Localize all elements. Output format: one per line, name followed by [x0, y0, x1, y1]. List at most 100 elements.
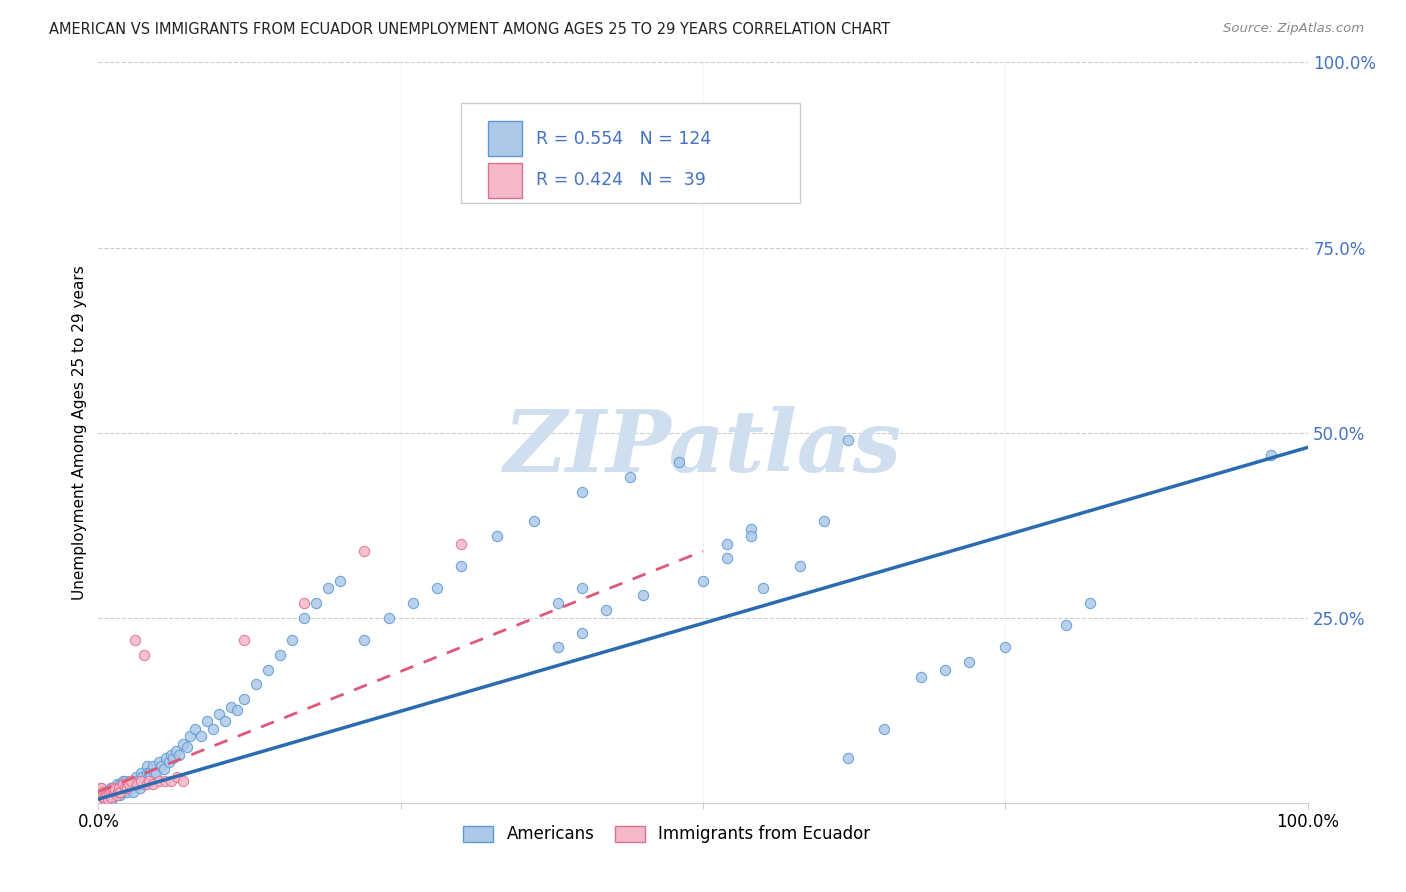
Point [96, 792, 118, 806]
Point [117, 780, 139, 795]
Point [111, 785, 134, 799]
Point [111, 773, 134, 788]
Point [128, 780, 150, 795]
Point [813, 515, 835, 529]
Point [101, 787, 124, 801]
Point [934, 663, 956, 677]
Point [353, 544, 375, 558]
Point [127, 777, 149, 791]
Point [100, 780, 122, 795]
Point [90, 780, 112, 795]
Point [166, 770, 188, 784]
Y-axis label: Unemployment Among Ages 25 to 29 years: Unemployment Among Ages 25 to 29 years [72, 265, 87, 600]
Point [93, 792, 115, 806]
Point [202, 722, 225, 736]
Point [172, 737, 194, 751]
Point [108, 780, 131, 795]
Point [155, 751, 177, 765]
Point [716, 536, 738, 550]
Point [124, 632, 146, 647]
Point [426, 581, 449, 595]
Point [195, 714, 218, 729]
Point [135, 766, 157, 780]
Point [523, 515, 546, 529]
Point [100, 789, 122, 804]
Point [108, 785, 131, 799]
Point [100, 785, 122, 799]
Text: ZIPatlas: ZIPatlas [503, 406, 903, 489]
Point [176, 740, 198, 755]
Point [148, 773, 170, 788]
Point [124, 777, 146, 791]
Point [103, 785, 125, 799]
Point [232, 632, 254, 647]
Point [138, 766, 160, 780]
Point [100, 789, 122, 803]
Point [111, 777, 134, 791]
Point [98, 787, 121, 801]
Point [142, 758, 165, 772]
Point [135, 758, 157, 772]
Point [114, 780, 136, 795]
Point [114, 773, 136, 788]
Point [169, 747, 191, 762]
Point [111, 777, 134, 791]
Point [152, 763, 174, 777]
Point [93, 792, 115, 806]
Point [329, 574, 352, 588]
Point [353, 632, 375, 647]
Point [160, 747, 183, 762]
Point [716, 551, 738, 566]
Point [100, 780, 122, 795]
Point [292, 610, 315, 624]
Point [1260, 448, 1282, 462]
Point [789, 558, 811, 573]
Point [93, 789, 115, 803]
Text: AMERICAN VS IMMIGRANTS FROM ECUADOR UNEMPLOYMENT AMONG AGES 25 TO 29 YEARS CORRE: AMERICAN VS IMMIGRANTS FROM ECUADOR UNEM… [49, 22, 890, 37]
Point [232, 692, 254, 706]
Point [873, 722, 896, 736]
Point [134, 777, 156, 791]
Point [125, 770, 148, 784]
Text: Source: ZipAtlas.com: Source: ZipAtlas.com [1223, 22, 1364, 36]
Point [571, 625, 593, 640]
Point [994, 640, 1017, 655]
Point [1078, 596, 1101, 610]
Point [837, 751, 859, 765]
Point [124, 773, 146, 788]
Point [316, 581, 339, 595]
Point [97, 789, 120, 804]
Point [118, 780, 141, 795]
Point [1054, 618, 1077, 632]
Point [402, 596, 425, 610]
Point [118, 777, 141, 791]
Point [122, 785, 145, 799]
Point [127, 773, 149, 788]
Point [135, 777, 157, 791]
Point [91, 789, 114, 803]
Text: R = 0.554   N = 124: R = 0.554 N = 124 [536, 129, 711, 148]
Point [184, 722, 207, 736]
Point [143, 766, 166, 780]
Point [108, 789, 131, 803]
Point [256, 663, 278, 677]
Point [129, 766, 152, 780]
Point [97, 789, 120, 803]
Point [190, 729, 212, 743]
Point [107, 780, 129, 795]
Point [160, 773, 183, 788]
Point [129, 773, 152, 788]
Point [127, 777, 149, 791]
Point [150, 758, 173, 772]
Point [91, 785, 114, 799]
Point [105, 777, 128, 791]
Point [100, 785, 122, 799]
Point [108, 785, 131, 799]
Point [115, 780, 138, 795]
Point [450, 536, 472, 550]
Point [118, 773, 141, 788]
Point [121, 780, 143, 795]
Point [104, 780, 127, 795]
Point [131, 770, 153, 784]
Point [595, 603, 617, 617]
